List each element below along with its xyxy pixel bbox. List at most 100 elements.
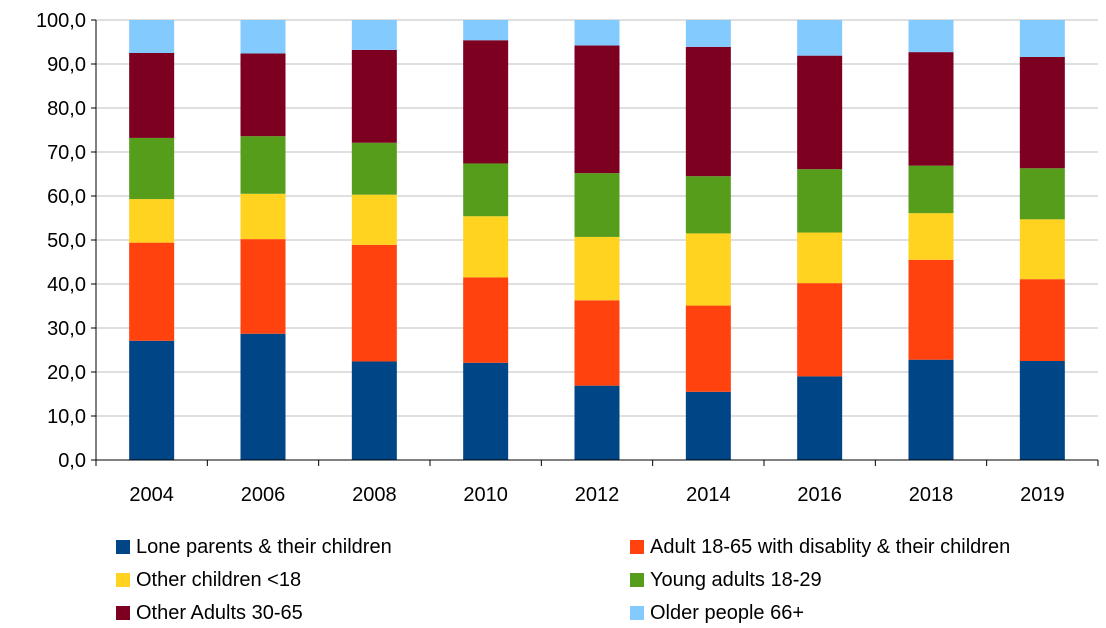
bar-segment [685, 20, 731, 47]
bar-segment [240, 193, 286, 240]
bar-segment [463, 40, 509, 164]
bar-segment [240, 20, 286, 54]
x-tick-label: 2018 [909, 484, 954, 506]
x-tick-label: 2012 [575, 484, 620, 506]
bar-segment [908, 213, 954, 260]
bar-segment [463, 216, 509, 278]
legend-swatch [630, 540, 644, 554]
bar-segment [1019, 219, 1065, 280]
bar-segment [129, 242, 175, 341]
bar-segment [129, 199, 175, 243]
bar-segment [797, 20, 843, 56]
bar-segment [574, 173, 620, 237]
y-tick-label: 50,0 [47, 230, 86, 252]
y-tick-label: 20,0 [47, 362, 86, 384]
bar-segment [1019, 279, 1065, 361]
bar-segment [908, 165, 954, 214]
y-tick-label: 70,0 [47, 142, 86, 164]
bar-segment [685, 176, 731, 234]
bar-segment [1019, 20, 1065, 57]
x-axis-tick-labels: 2004 2006 2008 2010 2012 2014 2016 2018 2019 [129, 484, 1064, 506]
bar-segment [1019, 361, 1065, 460]
bar-stack-2004 [129, 20, 175, 460]
bar-segment [240, 239, 286, 334]
bar-stack-2016 [797, 20, 843, 460]
legend-label: Young adults 18-29 [650, 568, 822, 591]
bar-segment [463, 20, 509, 41]
bar-segment [463, 163, 509, 217]
bar-stack-2008 [351, 20, 397, 460]
x-tick-label: 2019 [1020, 484, 1065, 506]
x-tick-label: 2010 [463, 484, 508, 506]
stacked-bar-chart: 0,0 10,0 20,0 30,0 40,0 50,0 60,0 70,0 80,0 90,0 1… [36, 10, 1099, 506]
bar-stack-2018 [908, 20, 954, 460]
bar-stack-2006 [240, 20, 286, 460]
bar-segment [685, 305, 731, 392]
bar-segment [129, 137, 175, 200]
bar-segment [685, 391, 731, 460]
legend-swatch [630, 606, 644, 620]
bar-segment [1019, 56, 1065, 169]
bar-segment [351, 361, 397, 460]
bar-segment [463, 277, 509, 363]
legend-swatch [116, 573, 130, 587]
bar-stack-2010 [463, 20, 509, 460]
y-tick-label: 0,0 [58, 450, 86, 472]
legend-label: Older people 66+ [650, 601, 805, 624]
legend: Lone parents & their children Adult 18-65… [0, 528, 1106, 628]
x-tick-label: 2004 [129, 484, 174, 506]
y-tick-label: 90,0 [47, 54, 86, 76]
legend-item: Young adults 18-29 [630, 565, 822, 595]
axes [91, 19, 1099, 466]
bar-segment [574, 236, 620, 301]
bar-segment [797, 55, 843, 170]
y-tick-label: 80,0 [47, 98, 86, 120]
bar-segment [908, 359, 954, 460]
bar-segment [1019, 168, 1065, 220]
legend-label: Other children <18 [136, 568, 302, 591]
bar-segment [240, 53, 286, 137]
bar-segment [129, 53, 175, 138]
bar-segment [129, 340, 175, 460]
legend-swatch [116, 606, 130, 620]
bar-segment [574, 45, 620, 174]
bar-segment [351, 142, 397, 195]
y-tick-label: 40,0 [47, 274, 86, 296]
legend-item: Other Adults 30-65 [116, 598, 303, 628]
x-tick-label: 2008 [352, 484, 397, 506]
y-tick-label: 10,0 [47, 406, 86, 428]
bar-segment [129, 20, 175, 53]
bar-segment [685, 233, 731, 306]
bar-segment [797, 376, 843, 460]
y-axis-tick-labels: 0,0 10,0 20,0 30,0 40,0 50,0 60,0 70,0 80,0 90,0 1… [36, 10, 86, 472]
y-tick-label: 60,0 [47, 186, 86, 208]
y-tick-label: 100,0 [36, 10, 86, 32]
bar-segment [351, 20, 397, 50]
bar-segment [574, 20, 620, 46]
legend-item: Adult 18-65 with disablity & their child… [630, 532, 1010, 562]
bar-segment [351, 49, 397, 143]
bar-stack-2014 [685, 20, 731, 460]
bar-segment [797, 232, 843, 284]
y-tick-label: 30,0 [47, 318, 86, 340]
legend-item: Lone parents & their children [116, 532, 392, 562]
bar-stack-2019 [1019, 20, 1065, 460]
bar-segment [797, 169, 843, 233]
bar-segment [463, 362, 509, 460]
x-tick-label: 2006 [241, 484, 286, 506]
legend-label: Other Adults 30-65 [136, 601, 303, 624]
bar-stack-2012 [574, 20, 620, 460]
bar-segment [908, 259, 954, 360]
bar-segment [240, 333, 286, 460]
bar-segment [685, 46, 731, 177]
bar-segment [351, 194, 397, 245]
bar-segment [908, 20, 954, 53]
bar-segment [797, 283, 843, 377]
legend-swatch [630, 573, 644, 587]
bar-segment [574, 300, 620, 386]
bar-segment [574, 385, 620, 460]
bar-stacks [129, 20, 1065, 460]
bar-segment [240, 136, 286, 194]
x-tick-label: 2014 [686, 484, 731, 506]
legend-item: Other children <18 [116, 565, 301, 595]
